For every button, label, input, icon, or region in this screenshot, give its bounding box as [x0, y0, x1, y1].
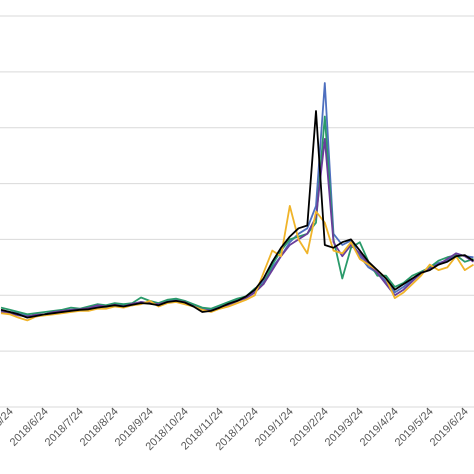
series-line: [0, 110, 474, 319]
series-line: [0, 137, 474, 318]
series-line: [0, 82, 474, 318]
x-tick-label: 2019/6/24: [428, 406, 471, 449]
series-line: [0, 204, 474, 322]
